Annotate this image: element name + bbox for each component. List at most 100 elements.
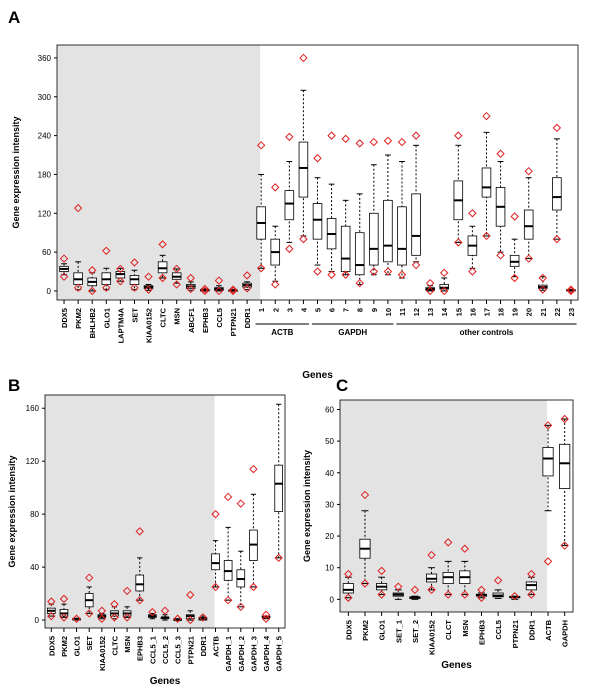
outlier-point bbox=[369, 267, 379, 276]
outlier-point bbox=[271, 183, 280, 192]
outlier-point bbox=[148, 607, 157, 617]
outlier-point bbox=[158, 273, 167, 283]
x-tick-label: ABCF1 bbox=[187, 308, 196, 333]
outlier-point bbox=[261, 614, 271, 623]
outlier-point bbox=[560, 414, 569, 424]
x-tick-label: 15 bbox=[454, 308, 463, 316]
box bbox=[211, 553, 220, 571]
y-tick-label: 10 bbox=[325, 564, 334, 573]
box bbox=[523, 209, 534, 240]
box bbox=[481, 167, 492, 198]
outlier-point bbox=[543, 421, 553, 430]
outlier-point bbox=[59, 272, 69, 281]
x-tick-label: CCL5 bbox=[215, 308, 224, 328]
x-tick-label: PTPN21 bbox=[186, 636, 195, 664]
x-tick-label: 10 bbox=[384, 308, 393, 316]
box bbox=[397, 206, 407, 266]
x-tick-label: DDR1 bbox=[243, 308, 252, 328]
y-axis-label: Gene expression intensity bbox=[7, 455, 17, 567]
outlier-point bbox=[313, 267, 322, 276]
outlier-point bbox=[397, 137, 407, 147]
box bbox=[542, 447, 554, 477]
outlier-point bbox=[228, 286, 238, 296]
outlier-point bbox=[228, 285, 238, 294]
group-label: other controls bbox=[460, 328, 514, 337]
shaded-region bbox=[45, 395, 215, 628]
outlier-point bbox=[274, 553, 283, 563]
outlier-point bbox=[261, 610, 271, 619]
outlier-point bbox=[383, 267, 393, 276]
outlier-point bbox=[468, 267, 477, 276]
y-tick-label: 120 bbox=[26, 457, 40, 466]
outlier-point bbox=[425, 286, 435, 296]
x-tick-label: DDR1 bbox=[199, 636, 208, 656]
x-axis-label: Genes bbox=[150, 676, 181, 687]
box bbox=[342, 583, 354, 594]
x-tick-label: ACTB bbox=[544, 619, 553, 640]
box bbox=[274, 464, 284, 512]
outlier-point bbox=[552, 123, 562, 133]
x-tick-label: ACTB bbox=[212, 635, 221, 656]
outlier-point bbox=[200, 286, 210, 296]
x-tick-label: DDX5 bbox=[344, 620, 353, 640]
y-axis-label: Gene expression intensity bbox=[11, 116, 21, 228]
x-tick-label: GAPDH_4 bbox=[262, 635, 271, 671]
panel-label-c: C bbox=[336, 376, 349, 395]
x-tick-label: DDR1 bbox=[527, 620, 536, 640]
outlier-point bbox=[130, 258, 139, 267]
x-tick-label: MSN bbox=[123, 636, 132, 653]
outlier-point bbox=[72, 614, 81, 623]
x-tick-label: 18 bbox=[497, 308, 506, 316]
outlier-point bbox=[186, 615, 195, 625]
outlier-point bbox=[411, 131, 421, 140]
x-tick-label: 2 bbox=[271, 308, 280, 312]
outlier-point bbox=[59, 613, 69, 622]
outlier-point bbox=[249, 582, 258, 592]
outlier-point bbox=[256, 264, 266, 273]
x-tick-label: SET bbox=[130, 308, 139, 323]
outlier-point bbox=[377, 590, 386, 599]
box bbox=[298, 141, 309, 198]
outlier-point bbox=[493, 576, 503, 585]
x-tick-label: 22 bbox=[553, 308, 562, 316]
x-tick-label: KIAA0152 bbox=[145, 308, 154, 343]
x-tick-label: EPHB3 bbox=[201, 308, 210, 333]
box bbox=[383, 199, 393, 263]
x-tick-label: MSN bbox=[461, 620, 470, 637]
outlier-point bbox=[427, 550, 436, 560]
outlier-point bbox=[214, 276, 224, 285]
outlier-point bbox=[122, 613, 132, 622]
x-tick-label: 16 bbox=[468, 308, 477, 316]
outlier-point bbox=[411, 260, 421, 270]
x-tick-label: 3 bbox=[285, 308, 294, 312]
outlier-point bbox=[543, 557, 553, 566]
shaded-region bbox=[57, 45, 261, 300]
outlier-point bbox=[527, 590, 536, 599]
outlier-point bbox=[510, 273, 519, 283]
outlier-point bbox=[460, 590, 470, 599]
outlier-point bbox=[186, 590, 195, 600]
outlier-point bbox=[211, 582, 220, 592]
x-tick-label: KIAA0152 bbox=[428, 620, 437, 655]
outlier-point bbox=[443, 590, 453, 599]
outlier-point bbox=[566, 285, 576, 294]
y-tick-label: 60 bbox=[42, 248, 51, 257]
outlier-point bbox=[211, 509, 220, 519]
x-tick-label: CCL5_3 bbox=[174, 636, 183, 664]
box bbox=[284, 190, 295, 221]
x-tick-label: 6 bbox=[328, 308, 337, 312]
outlier-point bbox=[397, 270, 407, 279]
outlier-point bbox=[73, 283, 83, 292]
x-tick-label: GLO1 bbox=[378, 620, 387, 640]
x-tick-label: PTPN21 bbox=[229, 308, 238, 336]
y-tick-label: 0 bbox=[330, 595, 335, 604]
outlier-point bbox=[236, 499, 245, 508]
outlier-point bbox=[383, 136, 393, 145]
outlier-point bbox=[468, 209, 477, 218]
outlier-point bbox=[285, 132, 294, 142]
y-tick-label: 50 bbox=[325, 437, 334, 446]
x-tick-label: 19 bbox=[511, 308, 520, 316]
outlier-point bbox=[425, 278, 435, 288]
outlier-point bbox=[355, 278, 364, 288]
